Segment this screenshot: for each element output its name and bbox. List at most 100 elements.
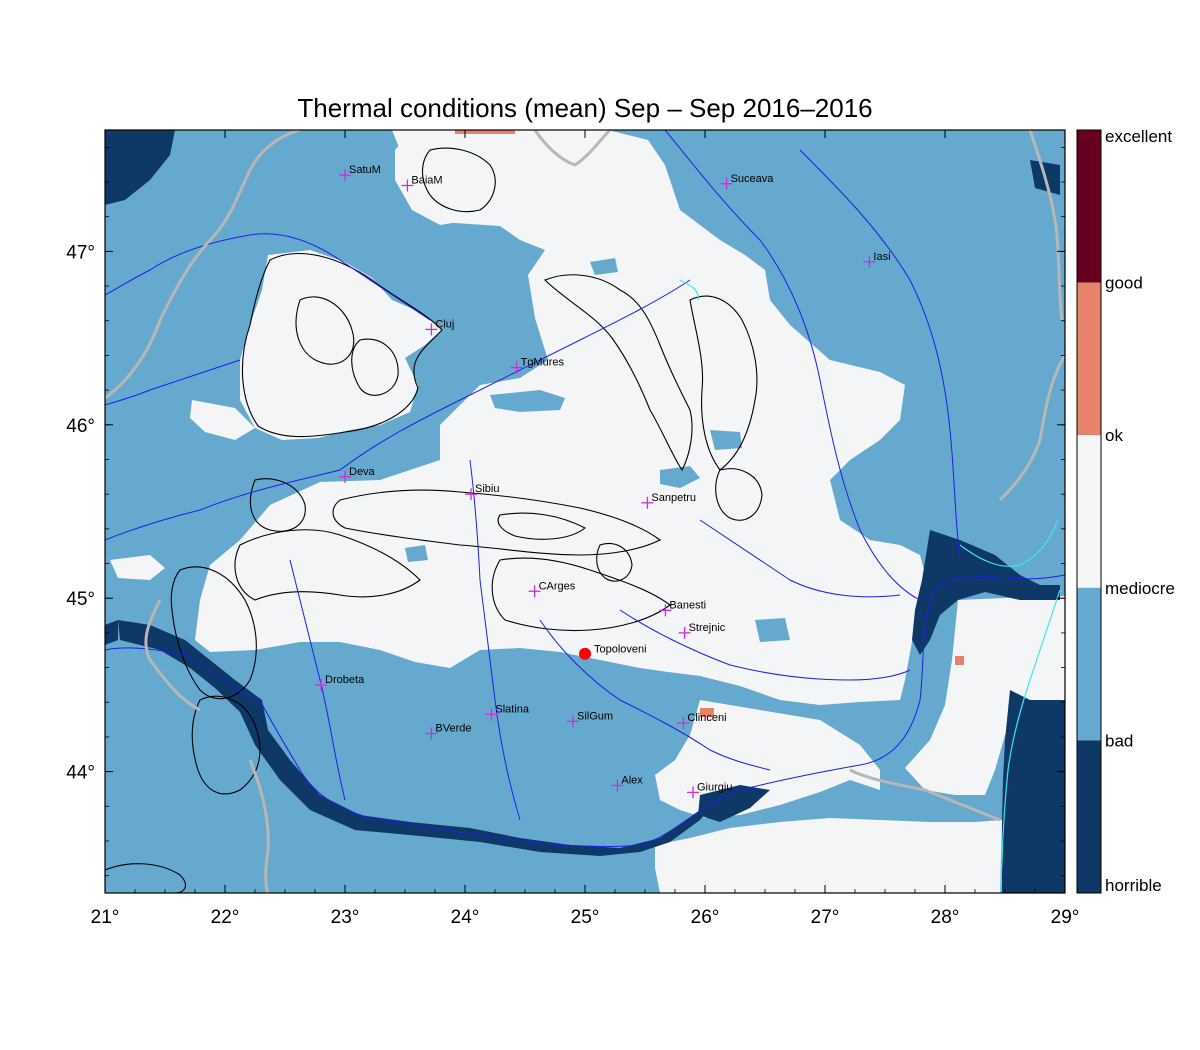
bad-spot-7 [405,545,428,562]
x-tick-label: 29° [1051,907,1080,928]
river-siret [664,130,921,601]
station-marker: SilGum [567,710,613,728]
border-north-west [105,130,301,400]
colorbar-label: horrible [1105,876,1162,895]
station-marker: BaiaM [401,174,443,192]
station-label: Cluj [435,318,454,330]
mediocre-zone-carpathian-arc [195,130,930,705]
mediocre-zone-cluj [240,250,442,440]
station-marker: Suceava [720,173,775,190]
station-label: Sibiu [475,483,499,495]
stations-layer: SatuM BaiaM Suceava Iasi Cluj TgMures Deva Sibi… [315,164,891,799]
horrible-zone-black-sea [1002,690,1065,893]
station-marker: Iasi [863,251,891,268]
ok-zones [455,130,964,717]
station-label: Deva [349,466,376,478]
station-marker: Sanpetru [641,492,696,509]
contour-carpathian-north [544,274,693,472]
station-label: BaiaM [411,174,442,186]
mediocre-zone-maramures [395,130,480,225]
horrible-zone-west-edge [105,620,118,645]
colorbar-label: bad [1105,731,1133,750]
river-ialomita [619,609,911,681]
border-south-west [144,599,201,712]
station-marker: Cluj [425,318,454,336]
station-label: Strejnic [689,622,726,634]
colorbar-label: mediocre [1105,579,1175,598]
bad-spot-5 [755,618,790,642]
mediocre-zone-south-plain [655,700,880,818]
contour-maramures [421,147,496,213]
colorbar-band [1077,587,1101,741]
station-label: Drobeta [325,674,365,686]
river-olt [469,459,521,821]
river-prut [799,149,961,561]
horrible-zone-delta [912,530,1060,655]
station-marker: Deva [339,466,376,483]
border-north [533,130,612,167]
contour-bucegi [596,543,633,582]
ok-spot-clinceni [700,708,714,717]
mediocre-zone-dobrogea [905,596,1065,795]
x-tick-label: 28° [931,907,960,928]
y-tick-label: 47° [66,242,95,263]
map-title: Thermal conditions (mean) Sep – Sep 2016… [297,93,872,123]
horrible-zone-northwest-corner [105,130,175,205]
y-tick-label: 46° [66,416,95,437]
station-marker: Strejnic [678,622,726,639]
horrible-zone-giurgiu [698,785,770,822]
station-label: Clinceni [687,712,726,724]
y-tick-label: 44° [66,763,95,784]
elevation-contours [105,147,763,893]
river-buzau [699,519,901,598]
border-north-east [1028,130,1064,321]
station-label: Giurgiu [697,781,732,793]
lake-north [679,279,699,301]
colorbar-band [1077,282,1101,436]
river-danube [105,574,1065,847]
mediocre-zone-banat [190,400,255,440]
station-label: Banesti [669,599,706,611]
station-label: CArges [539,580,576,592]
coast-black-sea [1000,589,1061,893]
bad-spot-4 [665,678,705,698]
station-marker: CArges [528,580,576,598]
x-tick-label: 25° [571,907,600,928]
bad-spot-2 [660,466,700,488]
mediocre-zone-danube-south [655,818,1002,893]
contour-west-mountains [191,695,261,795]
axes: 21° 22° 23° 24° 25° 26° 27° 28° 29° 44° 45° 46° 47° [66,130,1079,928]
colorbar-label: good [1105,274,1143,293]
river-crisuri [105,359,241,406]
contour-apuseni [249,478,306,532]
station-label: Alex [621,774,643,786]
x-tick-label: 27° [811,907,840,928]
river-somes [105,233,431,321]
border-west-south [248,759,270,893]
river-jiu [289,559,346,801]
station-label: SatuM [349,164,381,176]
bad-spots [405,258,790,698]
mediocre-zones [110,130,1065,893]
river-arges [539,619,771,771]
station-label: TgMures [521,357,565,369]
highlight-station-label: Topoloveni [594,644,647,656]
contour-southern-carpathians [234,529,421,601]
station-marker: Banesti [659,599,706,617]
national-border [105,130,1065,893]
bad-spot-1 [490,390,565,412]
station-marker: TgMures [510,357,565,374]
ok-spot-dobrogea [955,656,964,665]
colorbar-band [1077,435,1101,588]
station-label: Slatina [495,703,530,715]
station-marker: Drobeta [315,674,365,691]
border-east [998,354,1065,502]
x-tick-label: 26° [691,907,720,928]
lake-delta [959,519,1059,567]
bad-spot-6 [590,258,618,275]
colorbar: excellent good ok mediocre bad horrible [1076,127,1175,895]
station-label: Suceava [731,173,775,185]
colorbar-frame [1076,129,1102,894]
station-marker: Giurgiu [687,781,732,799]
